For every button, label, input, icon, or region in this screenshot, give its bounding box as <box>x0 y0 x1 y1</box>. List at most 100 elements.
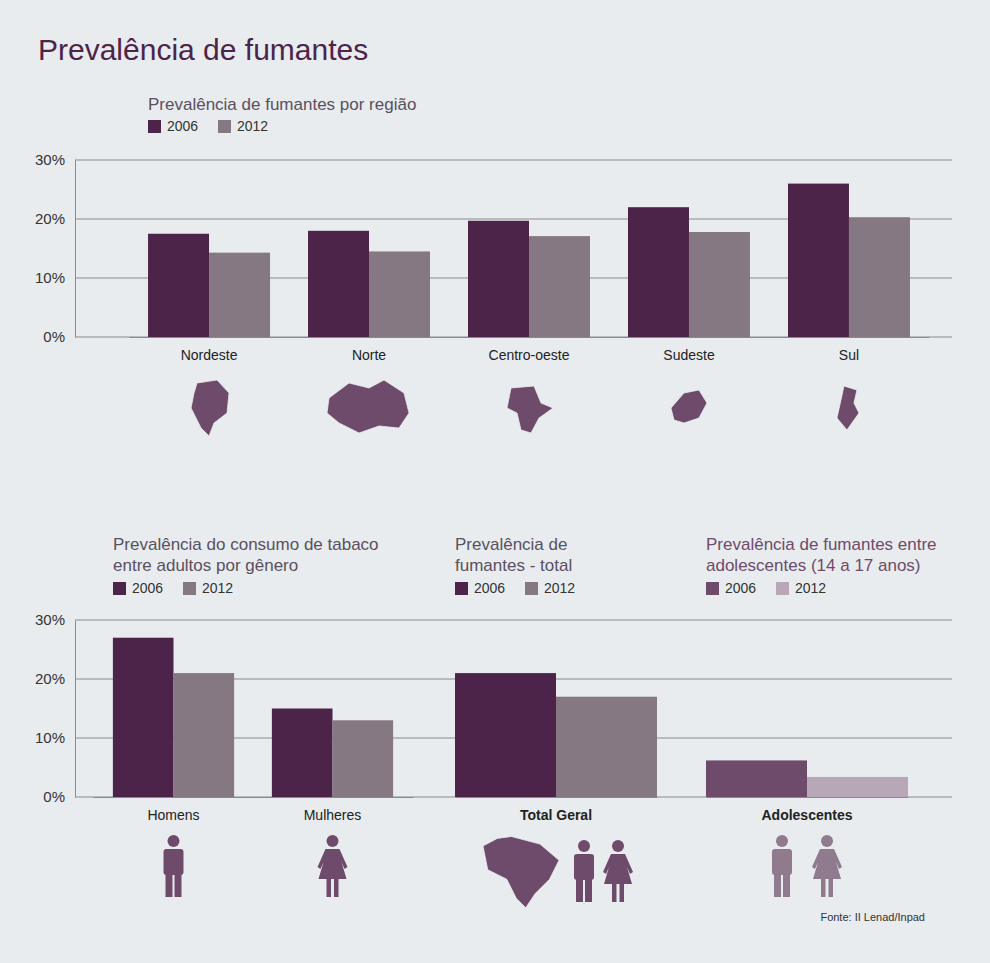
tick: Mulheres <box>304 797 362 823</box>
icon-part <box>585 878 592 902</box>
icon-part <box>783 873 790 897</box>
title-line: Prevalência de fumantes por região <box>148 95 416 114</box>
icon-part <box>163 849 183 875</box>
legend-swatch <box>776 582 789 595</box>
chart: 0% 10% 20% 30% Homens Mulheres Prevalência do … <box>35 535 435 897</box>
bar <box>807 777 908 797</box>
tick-label: 0% <box>43 788 65 805</box>
bar <box>628 207 689 337</box>
tick-label: Centro-oeste <box>489 347 570 363</box>
grid-line <box>685 679 952 680</box>
tick-label: Homens <box>147 807 199 823</box>
tick-label: 0% <box>43 328 65 345</box>
tick: 30% <box>35 151 75 168</box>
icon-part <box>576 878 583 902</box>
legend: 2006 2012 <box>148 118 268 134</box>
legend-label: 2012 <box>237 118 268 134</box>
title-line: entre adultos por gênero <box>113 556 298 575</box>
bar <box>308 231 369 337</box>
woman-icon <box>812 835 842 897</box>
bars <box>113 638 393 797</box>
grid-line <box>75 620 435 621</box>
tick-label: Sul <box>839 347 859 363</box>
tick: 10% <box>35 729 75 746</box>
tick-label: Norte <box>352 347 386 363</box>
tick: 0% <box>43 328 75 345</box>
woman-icon <box>603 840 633 902</box>
chart-title: Prevalência do consumo de tabacoentre ad… <box>113 535 379 575</box>
icon-part <box>327 835 339 847</box>
title-line: adolescentes (14 a 17 anos) <box>706 556 921 575</box>
axis-line <box>456 797 658 798</box>
tick-label: 10% <box>35 729 65 746</box>
chart-title: Prevalência de fumantes por região <box>148 95 416 114</box>
tick: Norte <box>352 337 386 363</box>
axis-line <box>94 797 414 798</box>
tick-label: Total Geral <box>520 807 592 823</box>
axis-line <box>75 161 76 338</box>
icon-part <box>812 849 842 879</box>
legend-label: 2006 <box>725 580 756 596</box>
tick-label: 30% <box>35 151 65 168</box>
tick: Sul <box>839 337 859 363</box>
icon-part <box>821 835 833 847</box>
tick-label: 20% <box>35 670 65 687</box>
bar <box>173 673 234 797</box>
bars <box>455 673 657 797</box>
icon-part <box>829 878 834 897</box>
tick: 10% <box>35 269 75 286</box>
legend-label: 2006 <box>167 118 198 134</box>
tick-label: Sudeste <box>663 347 715 363</box>
grid-line <box>685 620 952 621</box>
tick: Nordeste <box>181 337 238 363</box>
bar <box>333 720 394 797</box>
icon-part <box>776 835 788 847</box>
legend-swatch <box>183 582 196 595</box>
bars <box>148 184 910 337</box>
title-line: fumantes - total <box>455 556 572 575</box>
chart-title: Prevalência de fumantes - total <box>455 535 572 575</box>
axis-line <box>707 797 909 798</box>
tick: 20% <box>35 670 75 687</box>
icon-part <box>327 878 332 897</box>
chart: Total Geral Prevalência de fumantes - tota… <box>435 535 685 908</box>
tick: 30% <box>35 611 75 628</box>
map-icon <box>837 386 859 430</box>
bar <box>369 251 430 337</box>
tick-label: 20% <box>35 210 65 227</box>
tick: Sudeste <box>663 337 715 363</box>
bar <box>272 709 333 798</box>
legend: 20062012 <box>455 580 575 596</box>
woman-icon <box>318 835 348 897</box>
man-icon <box>163 835 183 897</box>
tick-label: 30% <box>35 611 65 628</box>
icon-part <box>612 840 624 852</box>
icon-part <box>821 878 826 897</box>
page-title: Prevalência de fumantes <box>38 33 368 66</box>
bar <box>468 221 529 337</box>
icon-part <box>167 835 179 847</box>
icons <box>772 835 842 897</box>
y-axis: 0% 10% 20% 30% <box>35 611 76 805</box>
chart-canvas: Prevalência de fumantesFonte: II Lenad/I… <box>0 0 990 963</box>
grid <box>75 160 952 337</box>
legend-label: 2012 <box>202 580 233 596</box>
icons <box>163 835 347 897</box>
bar <box>556 697 657 797</box>
legend-swatch <box>455 582 468 595</box>
title-line: Prevalência de <box>455 535 567 554</box>
icon-part <box>334 878 339 897</box>
legend: 20062012 <box>706 580 826 596</box>
tick: 20% <box>35 210 75 227</box>
icon-part <box>620 883 625 902</box>
tick: Homens <box>147 797 199 823</box>
title-line: Prevalência de fumantes entre <box>706 535 937 554</box>
x-axis: Total Geral <box>456 797 658 823</box>
map-icon <box>483 837 559 908</box>
legend-label: 2006 <box>474 580 505 596</box>
bar <box>706 760 807 797</box>
axis-line <box>130 337 930 338</box>
background <box>0 0 990 963</box>
x-axis: Homens Mulheres <box>94 797 414 823</box>
icon-part <box>318 849 348 879</box>
